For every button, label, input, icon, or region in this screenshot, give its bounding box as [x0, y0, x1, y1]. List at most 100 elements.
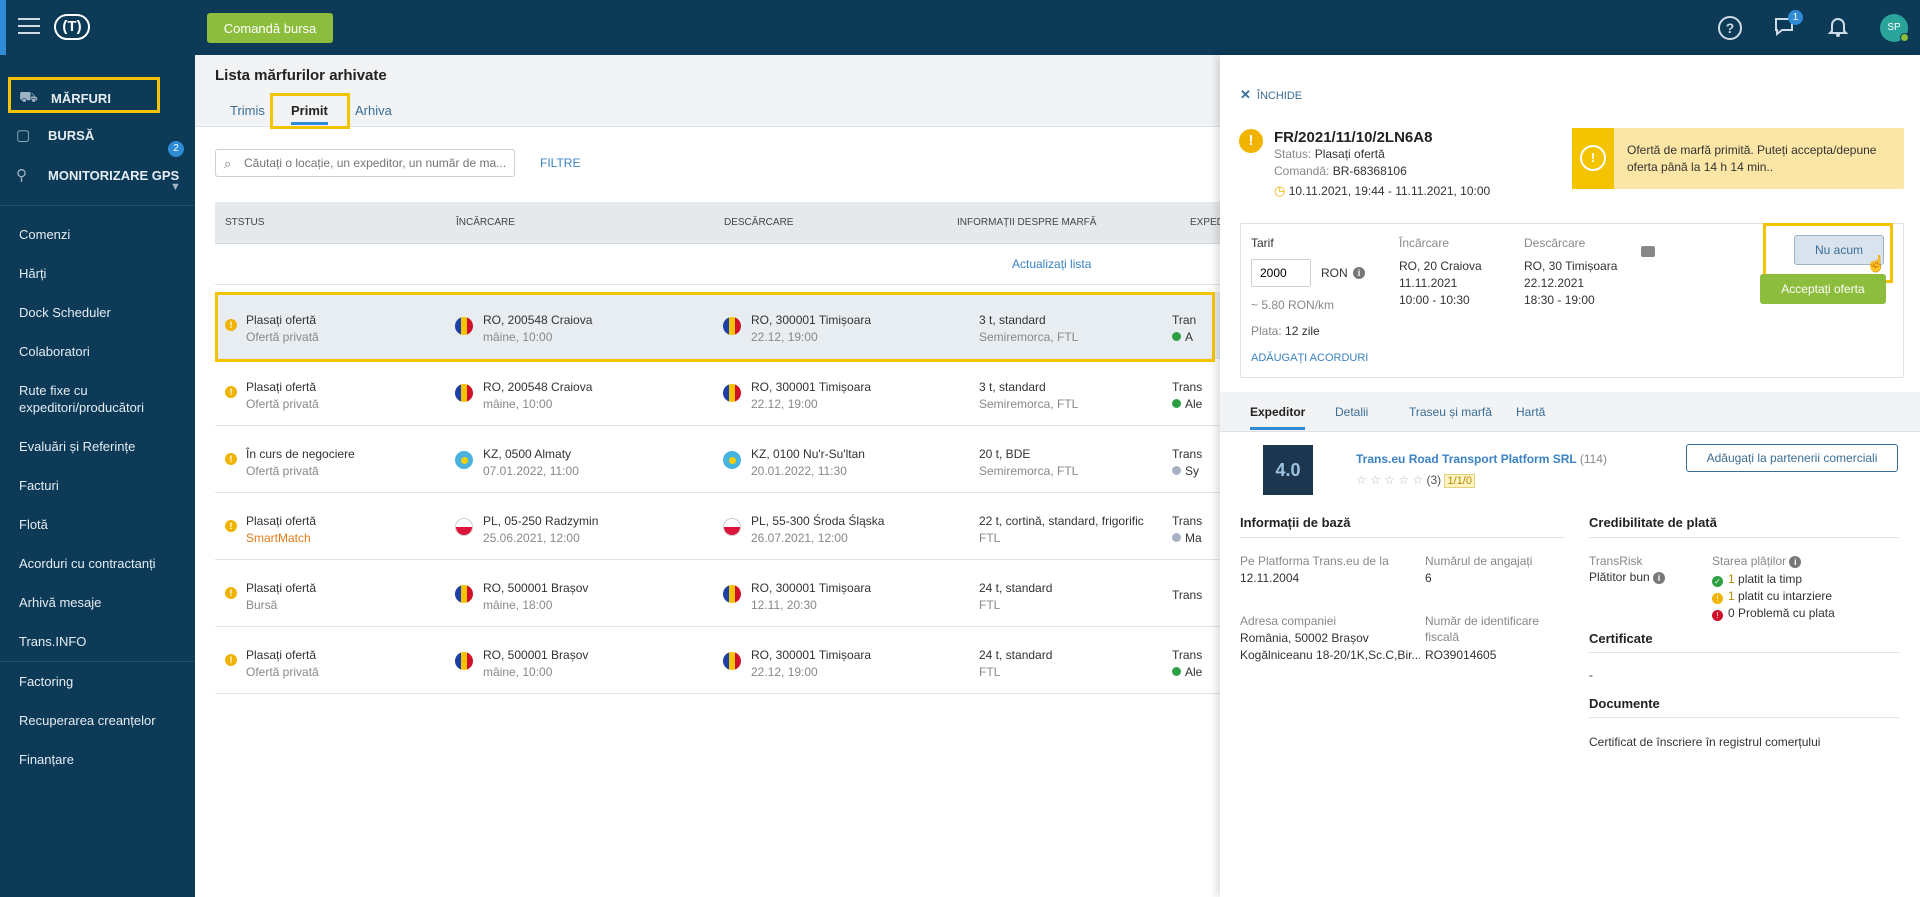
row-info: 3 t, standard Semiremorca, FTL [979, 313, 1079, 344]
add-agreements-link[interactable]: ADĂUGAȚI ACORDURI [1251, 352, 1369, 364]
accept-offer-button[interactable]: Acceptați oferta [1760, 274, 1886, 304]
fiscal-id-value: RO39014605 [1425, 648, 1497, 662]
sidebar-item-harti[interactable]: Hărți [19, 266, 47, 281]
row-status: În curs de negociere Ofertă privată [246, 447, 355, 478]
sidebar-item-factoring[interactable]: Factoring [19, 674, 74, 689]
bell-icon[interactable] [1826, 16, 1850, 40]
sidebar-item-arhiva-mesaje[interactable]: Arhivă mesaje [19, 595, 102, 610]
row-status: Plasați ofertă SmartMatch [246, 514, 317, 545]
user-avatar[interactable]: SP [1880, 14, 1909, 42]
divider [1589, 652, 1899, 653]
sidebar-item-colaboratori[interactable]: Colaboratori [19, 344, 90, 359]
romania-flag-icon [455, 384, 473, 402]
command-exchange-button[interactable]: Comandă bursa [207, 13, 333, 43]
check-icon: ✓ [1712, 576, 1723, 587]
not-now-button[interactable]: Nu acum [1794, 235, 1884, 265]
add-partner-button[interactable]: Adăugați la partenerii comerciali [1686, 444, 1898, 472]
address-label: Adresa companiei [1240, 614, 1337, 628]
sidebar-item-trans-info[interactable]: Trans.INFO [19, 634, 87, 649]
selected-row-highlight [215, 292, 1215, 362]
app-logo[interactable]: (T) [54, 14, 90, 40]
tab-harta[interactable]: Hartă [1516, 405, 1546, 419]
hamburger-menu-icon[interactable] [18, 18, 40, 36]
comment-icon[interactable] [1641, 246, 1655, 257]
payment-problem: ! 0 Problemă cu plata [1712, 606, 1835, 621]
row-unload: PL, 55-300 Środa Śląska 26.07.2021, 12:00 [751, 514, 885, 545]
sidebar-divider [0, 205, 195, 206]
tab-expeditor[interactable]: Expeditor [1250, 405, 1306, 430]
row-status: Plasați ofertă Bursă [246, 581, 317, 612]
tab-detalii[interactable]: Detalii [1335, 405, 1369, 419]
row-expeditor: Trans Ma [1172, 514, 1203, 545]
satellite-icon: ⚲ [16, 167, 27, 184]
column-header-unload: DESCĂRCARE [724, 217, 794, 228]
employees-value: 6 [1425, 571, 1432, 585]
help-icon[interactable]: ? [1718, 16, 1742, 40]
warning-icon: ! [225, 319, 237, 331]
main-header: Lista mărfurilor arhivate Trimis Primit … [195, 55, 1220, 129]
company-name[interactable]: Trans.eu Road Transport Platform SRL (11… [1356, 452, 1607, 466]
row-info: 20 t, BDE Semiremorca, FTL [979, 447, 1079, 478]
table-row[interactable]: ! Plasați ofertă Bursă RO, 500001 Brașov m… [215, 560, 1220, 627]
transrisk-value: Plătitor bun i [1589, 569, 1666, 586]
error-icon: ! [1712, 610, 1723, 621]
sidebar-item-facturi[interactable]: Facturi [19, 478, 59, 493]
warning-icon: ! [225, 654, 237, 666]
offer-box: Tarif RON i ~ 5.80 RON/km Plata: 12 zile… [1240, 223, 1904, 378]
top-bar: (T) Comandă bursa ? 1 SP [0, 0, 1920, 55]
sidebar-item-rute-fixe[interactable]: Rute fixe cu expeditori/producători [19, 383, 145, 415]
document-link[interactable]: Certificat de înscriere în registrul com… [1589, 735, 1821, 749]
sidebar-item-dock-scheduler[interactable]: Dock Scheduler [19, 305, 111, 320]
sidebar-item-evaluari[interactable]: Evaluări și Referințe [19, 439, 136, 454]
table-row[interactable]: ! Plasați ofertă Ofertă privată RO, 20054… [215, 292, 1220, 359]
row-unload: KZ, 0100 Nu'r-Su'ltan 20.01.2022, 11:30 [751, 447, 865, 478]
table-header: STSTUS ÎNCĂRCARE DESCĂRCARE INFORMAȚII D… [215, 202, 1224, 244]
chevron-down-icon[interactable]: ▼ [170, 181, 181, 193]
offer-order: Comandă: BR-68368106 [1274, 164, 1407, 178]
tab-traseu[interactable]: Traseu și marfă [1409, 405, 1492, 419]
row-unload: RO, 300001 Timișoara 12.11, 20:30 [751, 581, 872, 612]
price-per-km: ~ 5.80 RON/km [1251, 298, 1335, 312]
platform-label: Pe Platforma Trans.eu de la [1240, 554, 1389, 568]
paid-late: ! 1 platit cu intarziere [1712, 589, 1832, 604]
search-input[interactable] [244, 154, 509, 172]
payment-terms: Plata: 12 zile [1251, 324, 1320, 338]
table-row[interactable]: ! Plasați ofertă Ofertă privată RO, 20054… [215, 359, 1220, 426]
refresh-list-link[interactable]: Actualizați lista [1012, 257, 1092, 271]
sidebar-item-finantare[interactable]: Finanțare [19, 752, 74, 767]
sidebar-item-marfuri[interactable]: ⛟ MĂRFURI [8, 77, 160, 113]
sidebar-item-recuperare[interactable]: Recuperarea creanțelor [19, 713, 156, 728]
romania-flag-icon [455, 652, 473, 670]
table-row[interactable]: ! În curs de negociere Ofertă privată KZ,… [215, 426, 1220, 493]
offer-unload: RO, 30 Timișoara 22.12.2021 18:30 - 19:00 [1524, 259, 1618, 307]
avatar-initials: SP [1887, 22, 1901, 33]
romania-flag-icon [455, 585, 473, 603]
info-icon: i [1653, 572, 1666, 584]
tarif-input[interactable] [1251, 259, 1311, 287]
tab-arhiva[interactable]: Arhiva [355, 103, 392, 118]
load-label: Încărcare [1399, 236, 1450, 250]
filters-link[interactable]: FILTRE [540, 156, 581, 170]
warning-icon: ! [225, 453, 237, 465]
sidebar-item-comenzi[interactable]: Comenzi [19, 227, 71, 242]
info-icon[interactable]: i [1353, 267, 1365, 279]
chat-badge: 1 [1788, 10, 1803, 25]
sidebar-item-bursa[interactable]: ▢ BURSĂ [8, 117, 188, 153]
sidebar-item-acorduri[interactable]: Acorduri cu contractanți [19, 556, 156, 571]
row-load: RO, 500001 Brașov mâine, 10:00 [483, 648, 589, 679]
close-button[interactable]: ✕ ÎNCHIDE [1240, 87, 1303, 102]
clock-icon: ◷ [1274, 183, 1286, 198]
romania-flag-icon [723, 384, 741, 402]
sidebar-item-flota[interactable]: Flotă [19, 517, 48, 532]
table-row[interactable]: ! Plasați ofertă Ofertă privată RO, 50000… [215, 627, 1220, 694]
credit-title: Credibilitate de plată [1589, 515, 1717, 530]
sidebar-item-gps[interactable]: ⚲ MONITORIZARE GPS [8, 157, 188, 193]
offer-period: ◷ 10.11.2021, 19:44 - 11.11.2021, 10:00 [1274, 183, 1491, 198]
main-content: Lista mărfurilor arhivate Trimis Primit … [195, 55, 1224, 897]
row-load: RO, 500001 Brașov mâine, 18:00 [483, 581, 589, 612]
tab-trimis[interactable]: Trimis [230, 103, 265, 118]
table-row[interactable]: ! Plasați ofertă SmartMatch PL, 05-250 Ra… [215, 493, 1220, 560]
tab-primit[interactable]: Primit [291, 103, 328, 125]
offer-alert: ! Ofertă de marfă primită. Puteți accept… [1572, 128, 1904, 189]
sidebar: ⛟ MĂRFURI 2 ▢ BURSĂ ▼ ⚲ MONITORIZARE GPS… [0, 55, 195, 897]
